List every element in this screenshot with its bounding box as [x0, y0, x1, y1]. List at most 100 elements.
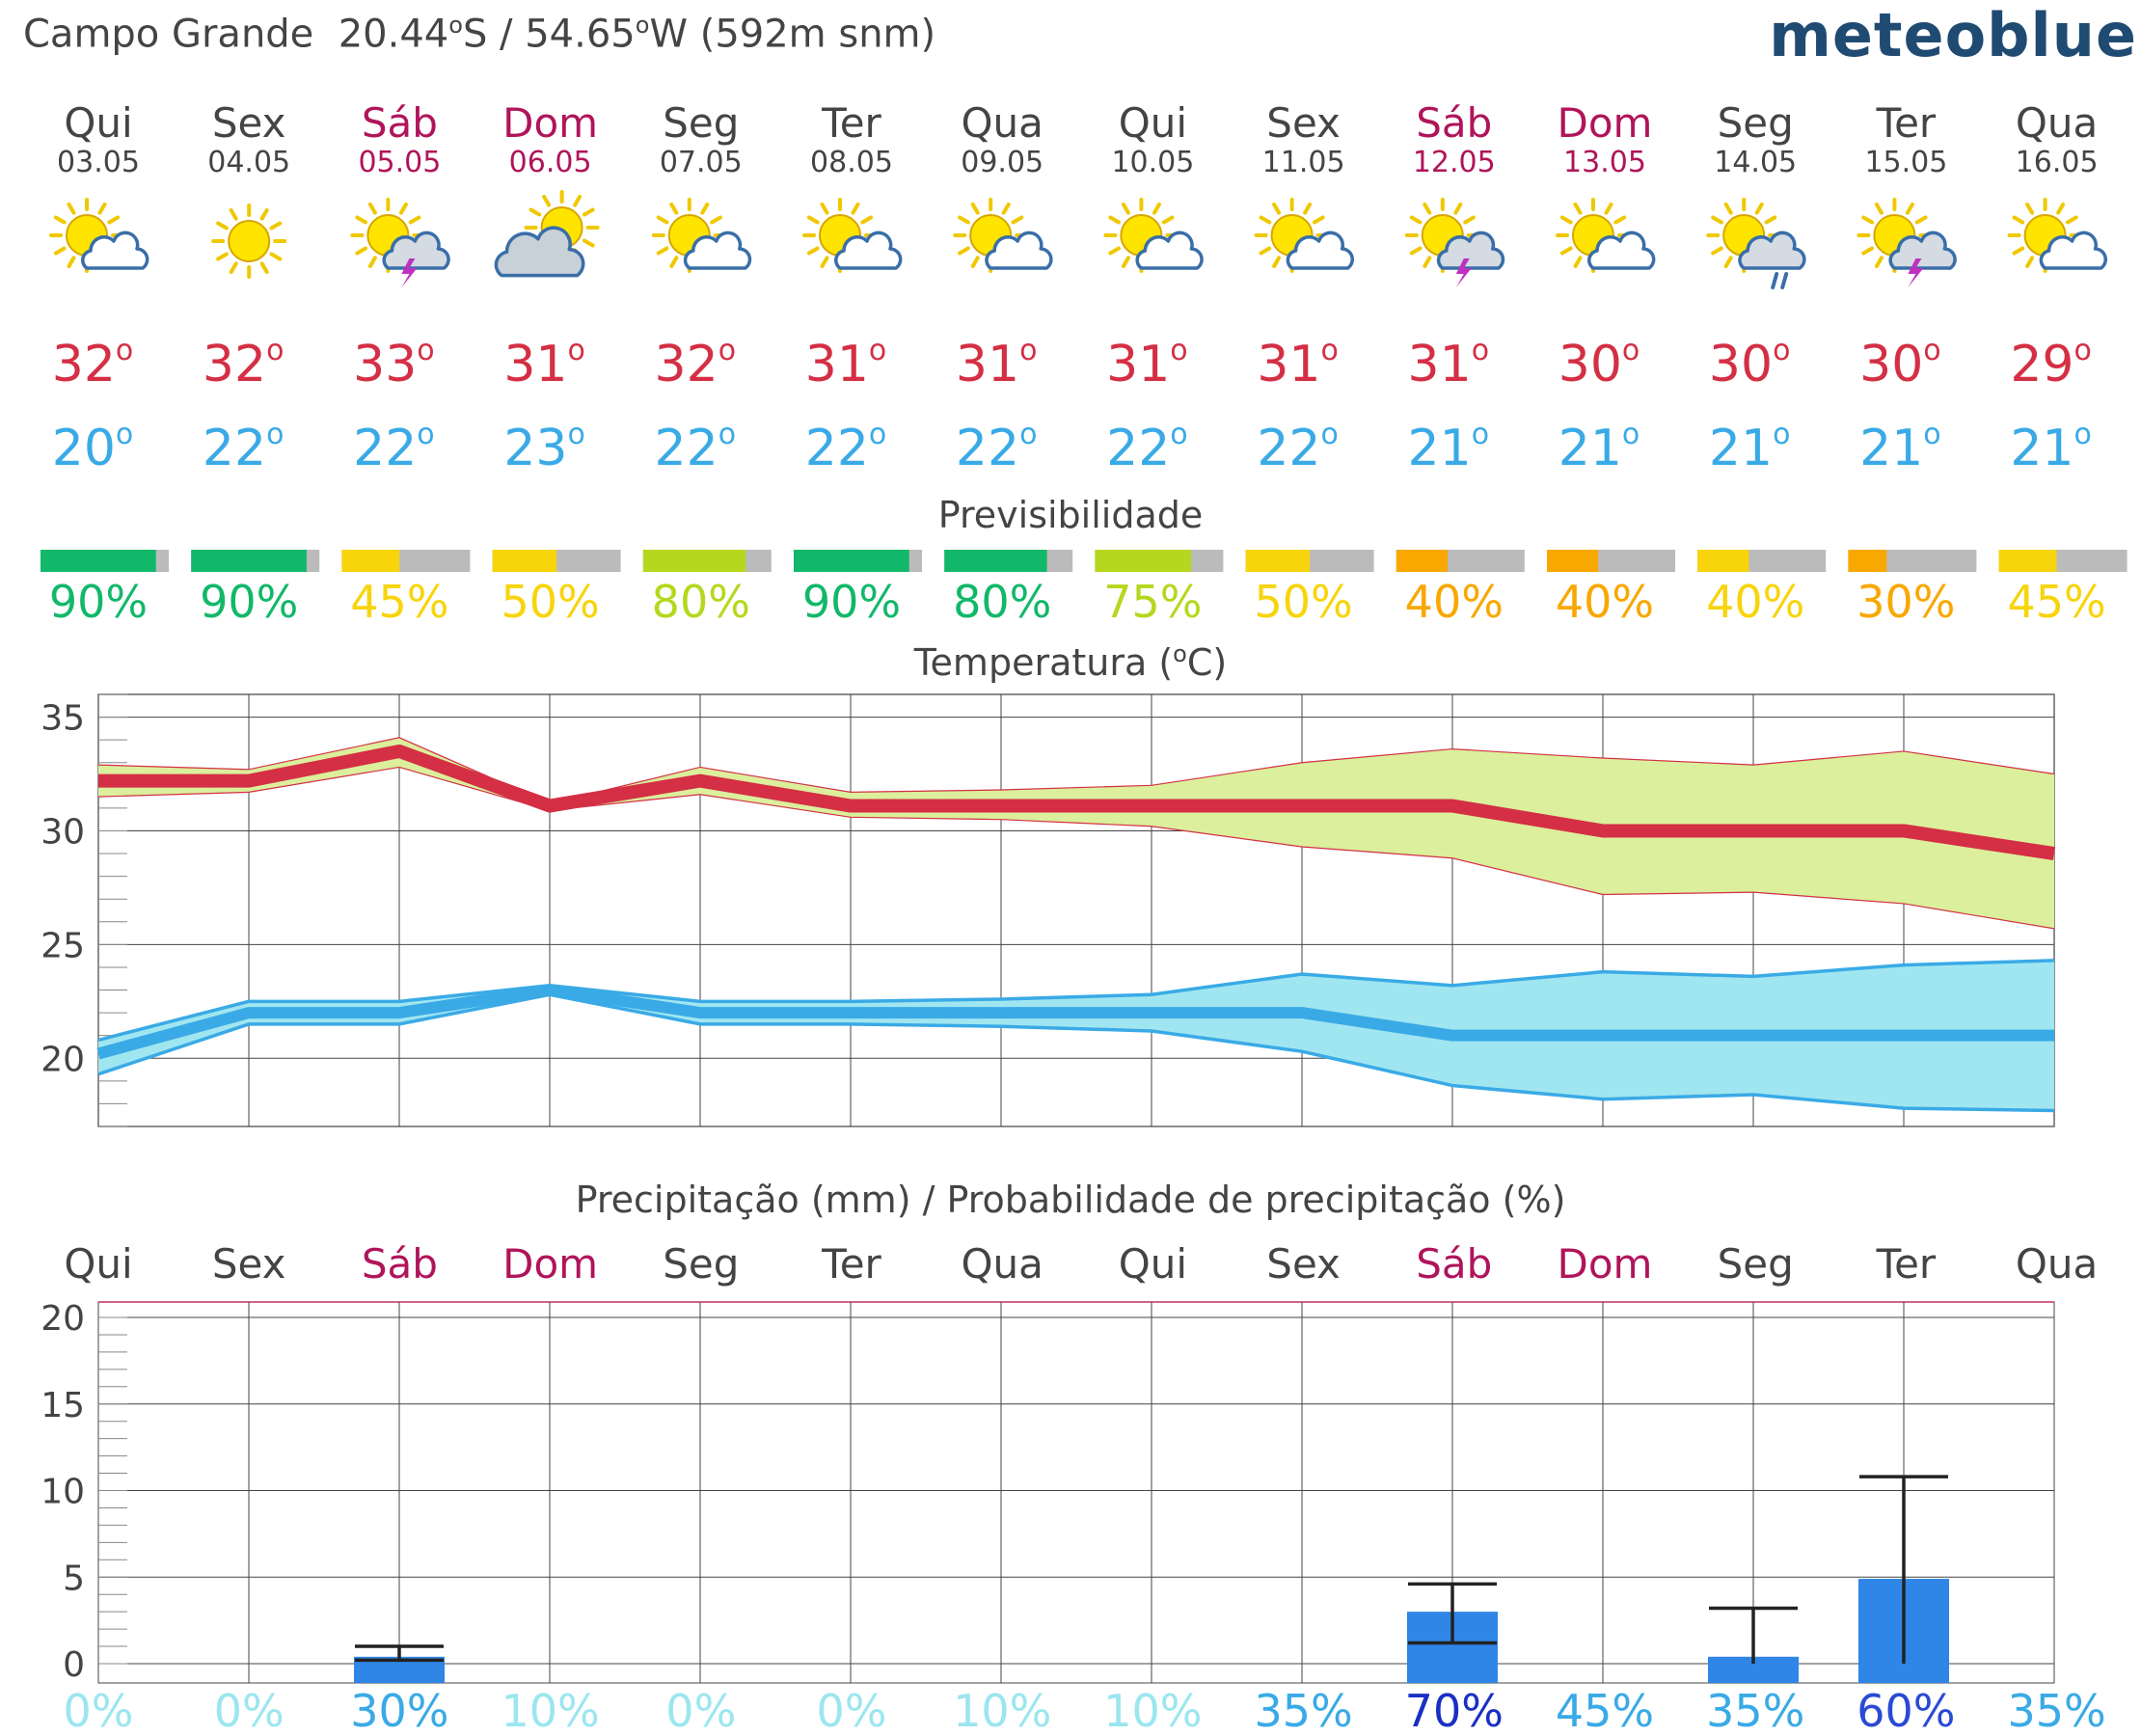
- sun-ray: [1764, 215, 1777, 225]
- location-header: Campo Grande 20.44oS / 54.65oW (592m snm…: [23, 12, 936, 57]
- max-temperature: 31o: [1106, 334, 1188, 393]
- min-temperature: 22o: [353, 418, 435, 477]
- max-temperature-value: 31: [1106, 336, 1170, 393]
- precipitation-probability-label: 10%: [501, 1685, 599, 1736]
- day-name: Qui: [64, 99, 132, 147]
- sun-ray: [367, 202, 377, 215]
- sun-ray: [1312, 215, 1325, 225]
- sun-cloud-icon: [953, 198, 1053, 273]
- degree-symbol: o: [417, 418, 434, 451]
- predictability-label: 50%: [501, 576, 599, 628]
- precipitation-probability-label: 0%: [64, 1685, 134, 1736]
- degree-symbol: o: [1321, 418, 1339, 451]
- precip-day-name: Seg: [663, 1240, 739, 1288]
- degree-symbol: o: [568, 418, 585, 451]
- predictability-title: Previsibilidade: [938, 494, 1204, 536]
- max-temperature-line: [98, 744, 2056, 860]
- degree-symbol: o: [869, 418, 886, 451]
- max-temperature: 31o: [503, 334, 585, 393]
- latitude-hemisphere: S: [462, 12, 488, 57]
- latitude: 20.44: [338, 12, 449, 57]
- min-temperature: 21o: [2010, 418, 2092, 477]
- sun-ray: [1011, 215, 1024, 225]
- min-temperature-value: 21: [1408, 420, 1472, 477]
- max-temperature: 32o: [52, 334, 134, 393]
- max-temperature-value: 32: [655, 336, 718, 393]
- sun-cloud-icon: [802, 198, 903, 273]
- min-temperature-value: 22: [353, 420, 417, 477]
- predictability-label: 90%: [49, 576, 148, 628]
- sun-ray: [582, 207, 595, 217]
- sun-ray: [958, 246, 970, 256]
- day-date: 04.05: [207, 146, 290, 179]
- day-name: Ter: [1876, 99, 1937, 147]
- degree-symbol: o: [869, 334, 886, 367]
- cloud-shape: [1286, 231, 1355, 270]
- precipitation-probability-label: 0%: [817, 1685, 887, 1736]
- cloud-shape: [985, 231, 1053, 270]
- degree-symbol: o: [718, 334, 736, 367]
- degree-symbol: o: [1923, 334, 1940, 367]
- precip-day-name: Sáb: [362, 1240, 438, 1288]
- min-temperature-value: 22: [203, 420, 266, 477]
- sun-cloud-icon: [1254, 198, 1355, 273]
- sun-ray: [229, 207, 238, 221]
- day-name: Seg: [1718, 99, 1794, 147]
- day-name: Qui: [1119, 99, 1187, 147]
- degree-symbol: o: [1019, 334, 1037, 367]
- max-temperature: 31o: [805, 334, 887, 393]
- cloud-shape: [2039, 231, 2108, 270]
- predictability-label: 80%: [652, 576, 750, 628]
- predictability-bar-fill: [1095, 550, 1192, 572]
- sun-ray: [67, 256, 76, 269]
- sun-ray: [1463, 215, 1476, 225]
- sun-ray: [1914, 215, 1928, 225]
- sun-ray: [269, 252, 283, 261]
- predictability-bar-fill: [492, 550, 557, 572]
- max-temperature-upper: [97, 737, 2055, 804]
- sun-ray: [1272, 202, 1282, 215]
- sun-ray: [1711, 246, 1723, 256]
- day-date: 09.05: [961, 146, 1043, 179]
- min-temperature-line: [96, 984, 2054, 1060]
- sun-ray: [1423, 202, 1432, 215]
- precipitation-probability-label: 0%: [665, 1685, 736, 1736]
- sun-ray: [1272, 256, 1282, 269]
- sun-ray: [710, 215, 722, 225]
- max-temperature: 33o: [353, 334, 435, 393]
- min-temperature: 22o: [203, 418, 285, 477]
- day-date: 08.05: [810, 146, 893, 179]
- predictability-bar-fill: [1848, 550, 1887, 572]
- predictability-bar-fill: [794, 550, 909, 572]
- sun-ray: [1303, 202, 1313, 215]
- day-name: Qua: [2016, 99, 2098, 147]
- predictability-bar-fill: [1396, 550, 1448, 572]
- predictability-label: 50%: [1254, 576, 1352, 628]
- temperature-title-text: Temperatura (oC): [913, 640, 1227, 684]
- degree-symbol: o: [116, 334, 133, 367]
- sun-ray: [2025, 202, 2035, 215]
- sun-ray: [1152, 202, 1161, 215]
- precipitation-probability-label: 30%: [350, 1685, 448, 1736]
- degree-symbol: o: [568, 334, 585, 367]
- sun-ray: [542, 194, 552, 207]
- longitude: 54.65: [525, 12, 636, 57]
- min-temperature: 22o: [805, 418, 887, 477]
- day-date: 15.05: [1864, 146, 1947, 179]
- sun-ray: [1711, 215, 1723, 225]
- sun-cloud-icon: [1556, 198, 1656, 273]
- sun-ray: [1613, 215, 1627, 225]
- precip-day-name: Sex: [212, 1240, 286, 1288]
- day-date: 03.05: [57, 146, 140, 179]
- day-date: 06.05: [509, 146, 592, 179]
- predictability-label: 45%: [350, 576, 448, 628]
- day-name: Ter: [821, 99, 881, 147]
- min-temperature-value: 22: [1106, 420, 1170, 477]
- max-temperature-value: 31: [503, 336, 567, 393]
- degree-symbol: o: [1170, 334, 1187, 367]
- sun-ray: [408, 215, 421, 225]
- precipitation-title: Precipitação (mm) / Probabilidade de pre…: [576, 1179, 1566, 1221]
- sun-thunder-icon: [1404, 198, 1505, 287]
- cloud-shape: [1436, 231, 1505, 270]
- predictability-label: 45%: [2007, 576, 2105, 628]
